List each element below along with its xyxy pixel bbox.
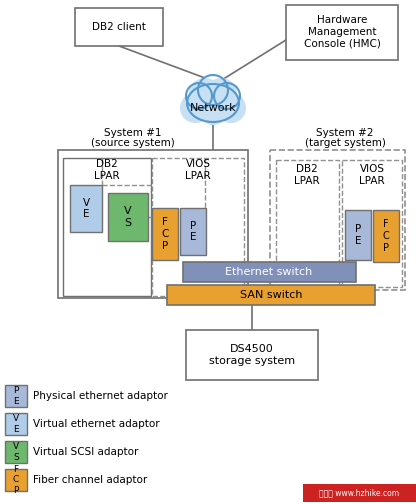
Text: SAN switch: SAN switch (240, 290, 302, 300)
Bar (63, 158, 151, 296)
Text: VIOS
LPAR: VIOS LPAR (359, 164, 385, 186)
Text: Network: Network (190, 103, 236, 113)
Text: System #1: System #1 (104, 128, 162, 138)
Bar (183, 262, 356, 282)
Text: F
C
P: F C P (13, 465, 19, 495)
Bar (342, 160, 402, 287)
Text: P
E: P E (190, 221, 196, 242)
Text: DS4500
storage system: DS4500 storage system (209, 344, 295, 366)
Text: Virtual SCSI adaptor: Virtual SCSI adaptor (33, 447, 139, 457)
Text: P
E: P E (355, 224, 361, 246)
Text: F
C
P: F C P (161, 217, 168, 250)
Bar (75, 8, 163, 46)
Text: DB2
LPAR: DB2 LPAR (94, 159, 120, 181)
Bar (276, 160, 339, 287)
Bar (345, 210, 371, 260)
Text: Hardware
Management
Console (HMC): Hardware Management Console (HMC) (304, 16, 381, 48)
Text: DB2
LPAR: DB2 LPAR (294, 164, 320, 186)
Text: Ethernet switch: Ethernet switch (225, 267, 313, 277)
Text: 智可网 www.hzhike.com: 智可网 www.hzhike.com (319, 488, 399, 497)
Text: Virtual ethernet adaptor: Virtual ethernet adaptor (33, 419, 160, 429)
Circle shape (216, 93, 246, 123)
Bar (270, 150, 405, 290)
Bar (5, 441, 27, 463)
Bar (108, 193, 148, 241)
Bar (5, 469, 27, 491)
Text: V
S: V S (13, 443, 19, 462)
Circle shape (180, 93, 210, 123)
Text: V
E: V E (13, 414, 19, 434)
Circle shape (200, 99, 226, 125)
Text: F
C
P: F C P (383, 219, 389, 253)
Circle shape (205, 78, 237, 110)
Text: System #2: System #2 (316, 128, 374, 138)
Bar (373, 210, 399, 262)
Bar (5, 385, 27, 407)
Text: Physical ethernet adaptor: Physical ethernet adaptor (33, 391, 168, 401)
Text: VIOS
LPAR: VIOS LPAR (185, 159, 211, 181)
Bar (152, 208, 178, 260)
Bar (5, 413, 27, 435)
Text: DB2 client: DB2 client (92, 22, 146, 32)
Bar (167, 285, 375, 305)
Bar (70, 185, 102, 232)
Circle shape (189, 78, 221, 110)
Text: (target system): (target system) (305, 138, 386, 148)
Text: P
E: P E (13, 386, 19, 406)
Text: V
E: V E (82, 198, 89, 219)
Bar (186, 330, 318, 380)
Text: (source system): (source system) (91, 138, 175, 148)
Bar (152, 158, 244, 296)
Bar (286, 5, 398, 60)
Text: V
S: V S (124, 206, 132, 228)
Text: Fiber channel adaptor: Fiber channel adaptor (33, 475, 147, 485)
Bar (180, 208, 206, 255)
Circle shape (193, 80, 233, 120)
Bar (303, 484, 416, 502)
Bar (58, 150, 248, 298)
